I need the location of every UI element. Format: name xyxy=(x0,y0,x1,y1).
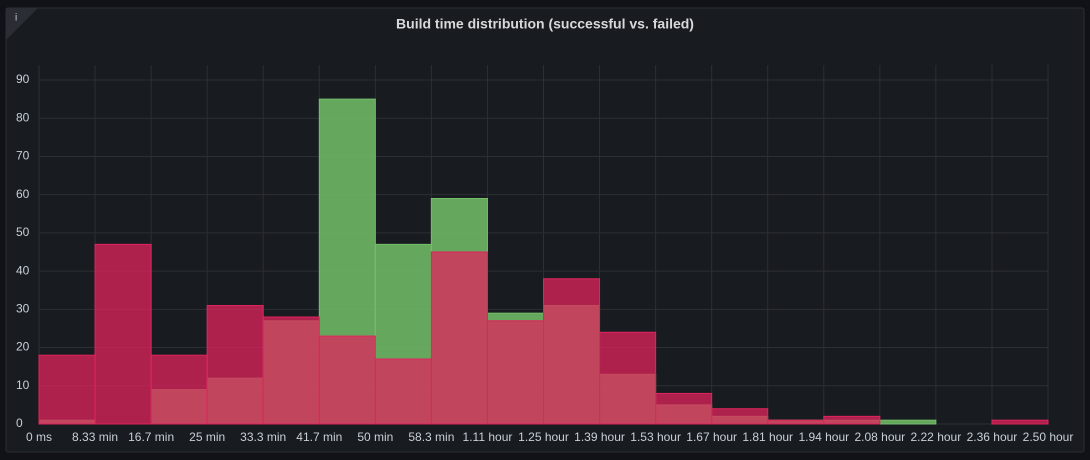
bar xyxy=(38,354,96,425)
bar xyxy=(486,320,544,425)
bar xyxy=(711,408,769,425)
x-tick-label: 1.94 hour xyxy=(798,430,849,444)
x-tick-label: 58.3 min xyxy=(408,430,454,444)
y-tick-label: 10 xyxy=(16,378,30,392)
bar xyxy=(262,316,320,425)
bar xyxy=(150,354,208,425)
y-tick-label: 80 xyxy=(16,110,30,124)
x-tick-label: 8.33 min xyxy=(72,430,118,444)
y-tick-label: 30 xyxy=(16,302,30,316)
bar xyxy=(206,305,264,425)
info-corner[interactable] xyxy=(6,8,38,40)
bar xyxy=(767,419,825,425)
bar xyxy=(823,415,881,425)
y-tick-label: 40 xyxy=(16,263,30,277)
x-tick-label: 16.7 min xyxy=(128,430,174,444)
bar xyxy=(318,335,376,425)
x-tick-label: 0 ms xyxy=(26,430,52,444)
chart-title: Build time distribution (successful vs. … xyxy=(396,16,694,32)
x-tick-label: 25 min xyxy=(189,430,225,444)
y-tick-label: 50 xyxy=(16,225,30,239)
bar xyxy=(543,278,601,425)
x-tick-label: 2.08 hour xyxy=(854,430,905,444)
y-tick-label: 70 xyxy=(16,149,30,163)
y-tick-label: 20 xyxy=(16,340,30,354)
x-tick-label: 2.22 hour xyxy=(911,430,962,444)
x-tick-label: 1.67 hour xyxy=(686,430,737,444)
y-tick-label: 60 xyxy=(16,187,30,201)
x-tick-label: 1.25 hour xyxy=(518,430,569,444)
bar xyxy=(94,243,152,425)
x-tick-label: 50 min xyxy=(357,430,393,444)
bar xyxy=(599,331,657,425)
x-tick-label: 1.11 hour xyxy=(463,430,513,444)
x-tick-label: 41.7 min xyxy=(296,430,342,444)
x-tick-label: 1.39 hour xyxy=(574,430,625,444)
bar xyxy=(430,251,488,425)
bar xyxy=(879,419,937,425)
bar xyxy=(655,392,713,425)
x-tick-label: 1.53 hour xyxy=(630,430,681,444)
y-tick-label: 90 xyxy=(16,72,30,86)
bar xyxy=(374,358,432,425)
x-tick-label: 1.81 hour xyxy=(742,430,793,444)
bar xyxy=(991,419,1049,425)
x-tick-label: 33.3 min xyxy=(240,430,286,444)
x-tick-label: 2.36 hour xyxy=(967,430,1018,444)
x-tick-label: 2.50 hour xyxy=(1023,430,1074,444)
info-icon[interactable]: i xyxy=(15,13,17,24)
y-tick-label: 0 xyxy=(16,416,23,430)
